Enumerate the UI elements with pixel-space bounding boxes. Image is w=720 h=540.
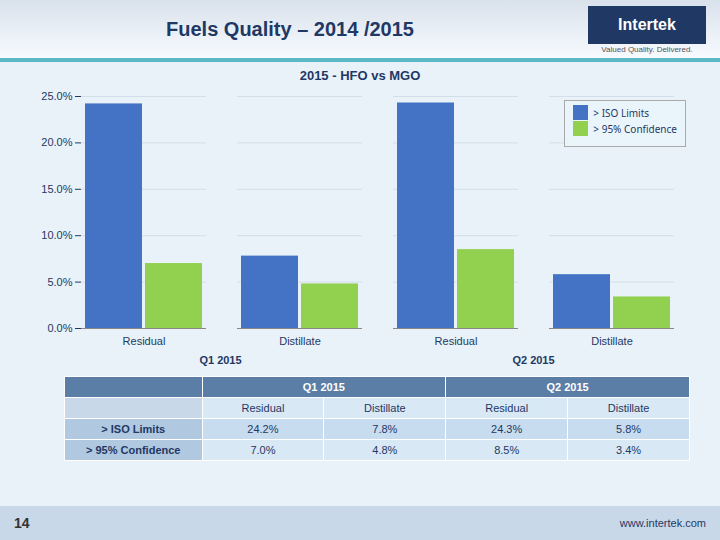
- html-text:> 95% Confidence: > 95% Confidence: [86, 444, 181, 456]
- html-text:2015 - HFO vs MGO: 2015 - HFO vs MGO: [299, 68, 421, 83]
- html-text:Q2 2015: Q2 2015: [546, 381, 589, 393]
- html-text:5.8%: 5.8%: [616, 423, 642, 435]
- svg-text:Residual: Residual: [435, 335, 478, 347]
- html-text:Q1 2015: Q1 2015: [199, 354, 242, 366]
- svg-text:Distillate: Distillate: [279, 335, 321, 347]
- html-text:14: 14: [14, 515, 30, 531]
- svg-text:5.0%: 5.0%: [47, 276, 72, 288]
- svg-text:25.0%: 25.0%: [41, 90, 72, 102]
- html-text:> 95% Confidence: > 95% Confidence: [593, 121, 677, 136]
- html-text:Distillate: Distillate: [607, 402, 650, 414]
- html-text:Q1 2015: Q1 2015: [302, 381, 345, 393]
- html-text:www.intertek.com: www.intertek.com: [619, 517, 706, 529]
- html-text:4.8%: 4.8%: [372, 444, 398, 456]
- html-text:Distillate: Distillate: [364, 402, 406, 414]
- html-text:Q2 2015: Q2 2015: [512, 354, 555, 366]
- html-text:24.2%: 24.2%: [247, 423, 279, 435]
- html-text:8.5%: 8.5%: [494, 444, 520, 456]
- html-text:24.3%: 24.3%: [491, 423, 523, 435]
- svg-text:Distillate: Distillate: [591, 335, 633, 347]
- html-text:Residual: Residual: [241, 402, 285, 414]
- svg-text:10.0%: 10.0%: [41, 229, 72, 241]
- html-text:Valued Quality. Delivered.: Valued Quality. Delivered.: [601, 45, 693, 54]
- html-text:7.8%: 7.8%: [372, 423, 398, 435]
- html-text:Fuels Quality – 2014 /2015: Fuels Quality – 2014 /2015: [166, 18, 414, 40]
- html-text:7.0%: 7.0%: [250, 444, 276, 456]
- svg-text:15.0%: 15.0%: [41, 183, 72, 195]
- svg-text:0.0%: 0.0%: [47, 322, 72, 334]
- html-text:Residual: Residual: [485, 402, 529, 414]
- svg-text:Residual: Residual: [123, 335, 166, 347]
- html-text:> ISO Limits: > ISO Limits: [593, 105, 650, 120]
- svg-text:20.0%: 20.0%: [41, 136, 72, 148]
- html-text:Intertek: Intertek: [618, 16, 676, 33]
- html-text:3.4%: 3.4%: [616, 444, 642, 456]
- html-text:> ISO Limits: > ISO Limits: [101, 423, 166, 435]
